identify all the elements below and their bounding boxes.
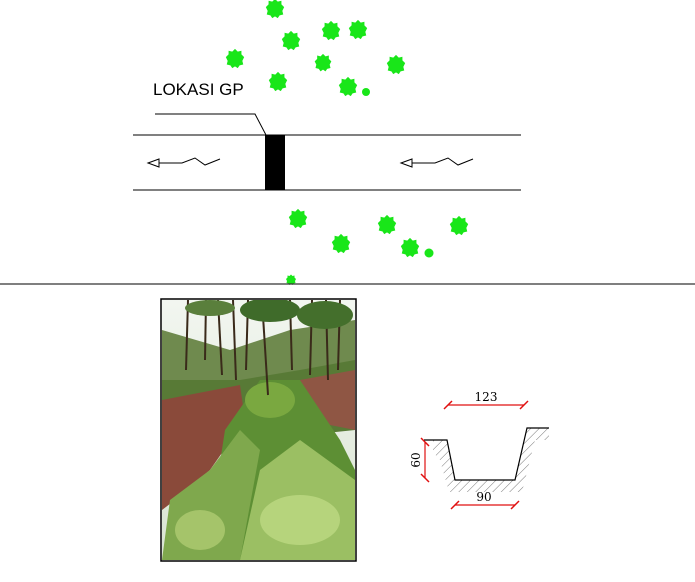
photo-frame [160,298,357,562]
tree-icon [265,0,285,19]
location-label: LOKASI GP [153,80,244,99]
tree-icon [424,248,434,258]
flow-arrow-right [399,157,474,168]
channel-profile [424,427,549,481]
plan-view: LOKASI GP [133,0,521,285]
flow-arrow-left [146,157,221,168]
tree-icon [288,208,308,229]
tree-icon [268,71,288,92]
location-leader-line [155,113,267,136]
site-photo [162,300,355,560]
structure-block [265,135,285,190]
tree-icon [321,20,341,41]
channel-cross-section: 123 90 60 [409,390,549,510]
tree-icon [281,30,301,51]
tree-icon [331,233,351,254]
tree-icon [338,76,358,97]
tree-icon [386,54,406,75]
bottom-width-label: 90 [476,490,491,504]
tree-icon [449,215,469,236]
depth-label: 60 [409,452,423,467]
tree-icon [225,48,245,69]
tree-icon [377,214,397,235]
top-width-label: 123 [475,390,498,404]
tree-icon [314,53,332,72]
tree-icon [348,19,368,40]
tree-icon [400,237,420,258]
tree-icon [362,88,370,96]
